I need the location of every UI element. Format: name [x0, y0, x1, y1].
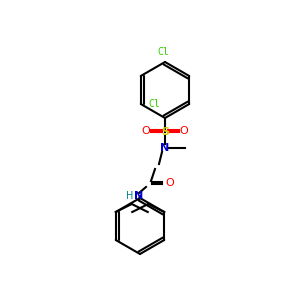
Text: Cl: Cl — [157, 47, 169, 57]
Text: O: O — [142, 126, 150, 136]
Text: S: S — [161, 127, 169, 137]
Text: N: N — [134, 191, 144, 201]
Text: O: O — [180, 126, 188, 136]
Text: Cl: Cl — [149, 99, 161, 109]
Text: N: N — [160, 143, 169, 153]
Text: H: H — [126, 191, 133, 201]
Text: O: O — [166, 178, 174, 188]
